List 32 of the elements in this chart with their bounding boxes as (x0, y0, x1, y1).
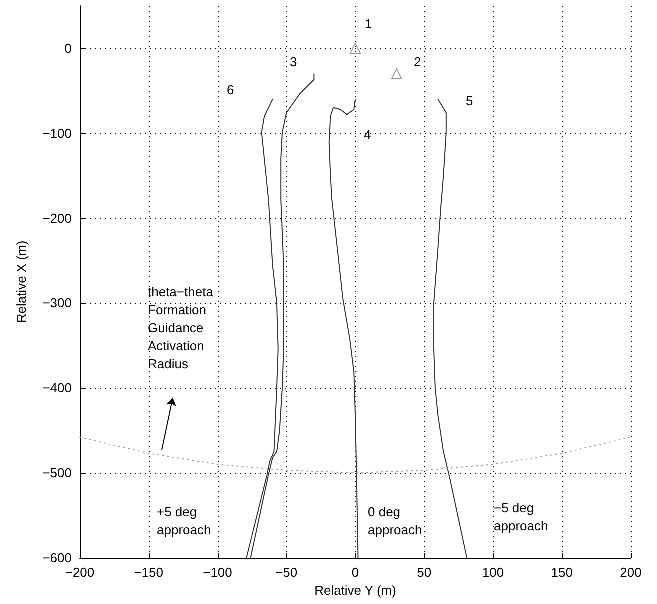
y-tick-label: −600 (42, 550, 72, 566)
y-tick-label: −200 (42, 210, 72, 226)
line-series (434, 98, 468, 558)
y-tick-label: −400 (42, 380, 72, 396)
y-tick-label: −500 (42, 466, 72, 481)
annotation: 4 (364, 128, 372, 142)
annotation: −5 deg approach (494, 500, 548, 534)
x-axis-title: Relative Y (m) (314, 582, 396, 598)
annotation: 1 (365, 16, 372, 32)
x-tick-label: 150 (551, 565, 573, 580)
line-series (80, 436, 632, 474)
x-tick-label: 200 (620, 565, 642, 580)
annotation: 6 (227, 82, 234, 98)
annotation: theta−theta Formation Guidance Activation Radius (148, 284, 214, 372)
y-axis-title: Relative X (m) (14, 240, 29, 324)
annotation: 5 (466, 94, 474, 108)
line-series (328, 98, 359, 558)
y-tick-label: 0 (64, 40, 72, 56)
x-tick-label: 0 (352, 565, 360, 580)
line-series (250, 73, 315, 558)
x-tick-label: −50 (276, 565, 298, 580)
annotation: 0 deg approach (368, 504, 422, 538)
annotation: 2 (414, 54, 422, 70)
x-tick-label: 50 (417, 565, 432, 580)
y-tick-label: −100 (42, 126, 72, 141)
annotation: 3 (290, 54, 298, 70)
x-tick-label: 100 (482, 565, 504, 580)
annotation: +5 deg approach (157, 504, 212, 538)
x-tick-label: −200 (65, 565, 95, 580)
x-tick-label: −100 (203, 565, 232, 580)
y-tick-label: −300 (42, 296, 72, 311)
x-tick-label: −150 (134, 565, 164, 580)
